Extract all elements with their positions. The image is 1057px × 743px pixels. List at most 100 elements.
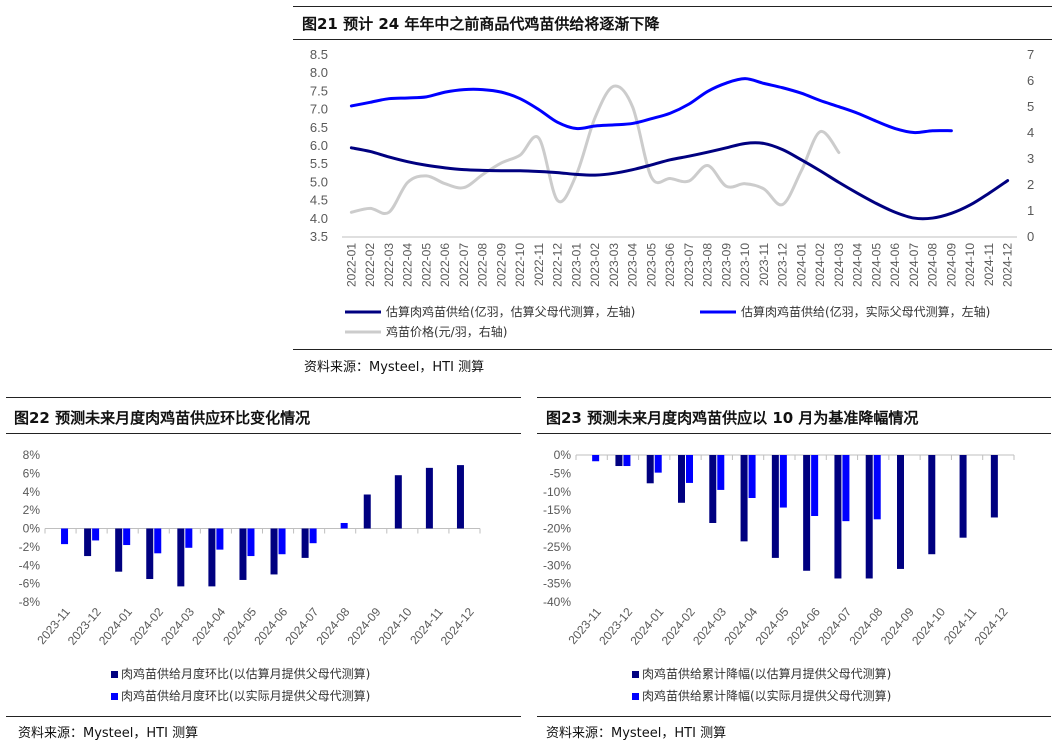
c23-y-tick-label: -20% <box>543 522 571 536</box>
c21-left-tick-label: 4.0 <box>310 211 328 226</box>
c21-right-tick-label: 3 <box>1027 151 1034 166</box>
p23-top-rule <box>537 397 1051 398</box>
c21-x-tick-label: 2022-02 <box>363 243 377 287</box>
c21-x-tick-label: 2022-12 <box>551 243 565 287</box>
c23-bar-s1 <box>771 455 779 558</box>
c23-y-tick-label: 0% <box>554 448 572 462</box>
c22-bar-s2 <box>340 522 348 529</box>
c23-y-tick-label: -15% <box>543 503 571 517</box>
c22-bar-s1 <box>425 467 433 529</box>
c21-series-line-3 <box>349 84 841 216</box>
c21-x-tick-label: 2024-09 <box>944 243 958 287</box>
c21-x-tick-label: 2022-07 <box>457 243 471 287</box>
c22-bar-s1 <box>363 494 371 529</box>
c22-legend-label: 肉鸡苗供给月度环比(以实际月提供父母代测算) <box>121 688 370 703</box>
c21-right-tick-label: 6 <box>1027 73 1034 88</box>
c23-bar-s2 <box>686 455 693 483</box>
c22-y-tick-label: 2% <box>23 503 41 517</box>
c23-bar-s2 <box>748 455 756 498</box>
c22-y-tick-label: 0% <box>23 522 41 536</box>
c21-x-tick-label: 2024-01 <box>794 243 808 287</box>
c23-bar-s1 <box>990 455 998 518</box>
c22-bar-s1 <box>177 528 185 587</box>
c22-bar-s1 <box>146 528 154 580</box>
c21-right-tick-label: 0 <box>1027 229 1034 244</box>
c22-bar-s1 <box>115 528 123 572</box>
c21-x-tick-label: 2024-06 <box>888 243 902 287</box>
p23-source: 资料来源：Mysteel，HTI 测算 <box>546 726 727 741</box>
c22-bar-s2 <box>185 528 193 548</box>
c22-bar-s1 <box>394 475 402 529</box>
c21-x-tick-label: 2024-07 <box>907 243 921 287</box>
c23-bar-s1 <box>709 455 717 523</box>
p23-title: 图23 预测未来月度肉鸡苗供应以 10 月为基准降幅情况 <box>546 409 919 427</box>
c23-y-tick-label: -35% <box>543 577 571 591</box>
c23-bar-s1 <box>678 455 685 503</box>
c23-x-tick-label: 2024-12 <box>972 605 1011 648</box>
c22-y-tick-label: 4% <box>23 485 41 499</box>
c22-legend-swatch <box>111 693 118 700</box>
c21-left-tick-label: 3.5 <box>310 229 328 244</box>
c22-x-tick-label: 2024-12 <box>438 605 477 648</box>
c21-right-tick-label: 5 <box>1027 99 1034 114</box>
c22-bar-s1 <box>456 465 464 529</box>
c21-series-line-1 <box>349 141 1010 221</box>
c21-series-line-2 <box>349 77 953 135</box>
c23-y-tick-label: -25% <box>543 540 571 554</box>
c22-bar-s2 <box>278 528 286 555</box>
c21-x-tick-label: 2024-11 <box>982 243 996 286</box>
c23-legend-label: 肉鸡苗供给累计降幅(以估算月提供父母代测算) <box>642 666 891 681</box>
c21-x-tick-label: 2023-11 <box>757 243 771 286</box>
c23-bar-s2 <box>842 455 850 522</box>
c21-x-tick-label: 2023-09 <box>719 243 733 287</box>
c21-legend-label: 估算肉鸡苗供给(亿羽，估算父母代测算，左轴) <box>386 304 635 319</box>
c23-bar-s1 <box>928 455 936 555</box>
c22-y-tick-label: 8% <box>23 448 41 462</box>
c23-legend-swatch <box>632 671 639 678</box>
c22-y-tick-label: -8% <box>19 595 41 609</box>
c21-x-tick-label: 2022-03 <box>382 243 396 287</box>
c21-x-tick-label: 2023-06 <box>663 243 677 287</box>
c23-y-tick-label: -40% <box>543 595 571 609</box>
c23-bar-s1 <box>897 455 904 569</box>
p21-bottom-rule <box>293 349 1052 350</box>
c21-x-tick-label: 2022-11 <box>532 243 546 286</box>
c22-legend-label: 肉鸡苗供给月度环比(以估算月提供父母代测算) <box>121 666 370 681</box>
c21-x-tick-label: 2022-01 <box>344 243 358 287</box>
c23-bar-s2 <box>811 455 819 517</box>
p22-bottom-rule <box>6 716 521 717</box>
c22-bar-s1 <box>301 528 309 558</box>
c21-left-tick-label: 4.5 <box>310 193 328 208</box>
c22-y-tick-label: 6% <box>23 466 41 480</box>
c23-bar-s1 <box>803 455 811 571</box>
c23-bar-s2 <box>654 455 662 473</box>
c21-x-tick-label: 2024-03 <box>832 243 846 287</box>
p22-title: 图22 预测未来月度肉鸡苗供应环比变化情况 <box>14 409 311 427</box>
c21-x-tick-label: 2023-03 <box>607 243 621 287</box>
c21-x-tick-label: 2023-04 <box>626 243 640 287</box>
c22-bar-s2 <box>123 528 131 546</box>
c22-bar-s1 <box>239 528 247 580</box>
c22-bar-s1 <box>208 528 216 587</box>
c21-left-tick-label: 5.0 <box>310 174 328 189</box>
c21-left-tick-label: 6.5 <box>310 120 328 135</box>
c23-bar-s2 <box>592 455 600 462</box>
c21-x-tick-label: 2023-02 <box>588 243 602 287</box>
c21-right-tick-label: 2 <box>1027 177 1034 192</box>
c23-bar-s1 <box>865 455 873 579</box>
p21-top-rule <box>293 6 1052 7</box>
c21-x-tick-label: 2022-05 <box>419 243 433 287</box>
c21-right-tick-label: 4 <box>1027 125 1034 140</box>
c23-bar-s1 <box>740 455 748 542</box>
c23-bar-s2 <box>873 455 881 520</box>
c23-bar-s1 <box>959 455 967 538</box>
c21-x-tick-label: 2023-10 <box>738 243 752 287</box>
c21-left-tick-label: 8.5 <box>310 47 328 62</box>
c22-bar-s2 <box>61 528 69 545</box>
c21-x-tick-label: 2024-12 <box>1001 243 1015 287</box>
p23-bottom-rule <box>537 716 1051 717</box>
c21-x-tick-label: 2024-10 <box>963 243 977 287</box>
c23-bar-s1 <box>615 455 623 467</box>
c21-x-tick-label: 2024-02 <box>813 243 827 287</box>
